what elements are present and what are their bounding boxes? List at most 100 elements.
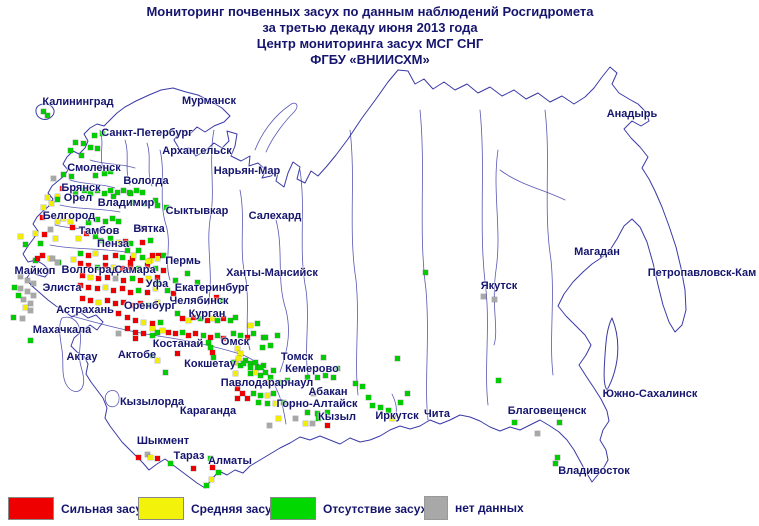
station-dot <box>198 316 203 321</box>
station-dot <box>51 176 56 181</box>
station-dot <box>136 266 141 271</box>
station-dot <box>103 255 108 260</box>
station-dot <box>111 288 116 293</box>
station-dot <box>28 301 33 306</box>
station-dot <box>148 238 153 243</box>
station-dot <box>88 275 93 280</box>
station-dot <box>16 293 21 298</box>
station-dot <box>86 285 91 290</box>
station-dot <box>263 370 268 375</box>
station-dot <box>93 251 98 256</box>
station-dot <box>28 338 33 343</box>
station-dot <box>241 361 246 366</box>
station-dot <box>25 289 30 294</box>
station-dot <box>186 333 191 338</box>
station-dot <box>255 321 260 326</box>
station-dot <box>496 378 501 383</box>
station-dot <box>180 316 185 321</box>
station-dot <box>55 260 60 265</box>
city-label: Кызылорда <box>119 396 185 408</box>
station-dot <box>303 421 308 426</box>
city-label: Волгоград <box>61 264 119 276</box>
station-dot <box>204 483 209 488</box>
station-dot <box>140 190 145 195</box>
station-dot <box>88 298 93 303</box>
station-dot <box>80 273 85 278</box>
station-dot <box>210 465 215 470</box>
region-border <box>49 244 126 253</box>
station-dot <box>156 253 161 258</box>
city-label: Архангельск <box>162 145 232 157</box>
city-label: Тараз <box>173 450 205 462</box>
station-dot <box>78 251 83 256</box>
station-dot <box>116 219 121 224</box>
station-dot <box>128 260 133 265</box>
station-dot <box>370 403 375 408</box>
station-dot <box>55 197 60 202</box>
station-dot <box>133 330 138 335</box>
station-dot <box>125 315 130 320</box>
station-dot <box>145 263 150 268</box>
kaliningrad-enclave <box>35 103 55 120</box>
city-label: Челябинск <box>169 295 229 307</box>
region-border <box>159 149 171 281</box>
station-dot <box>215 318 220 323</box>
region-border <box>207 129 215 306</box>
station-dot <box>256 400 261 405</box>
city-label: Актау <box>66 351 98 363</box>
station-dot <box>248 365 253 370</box>
city-label: Владивосток <box>558 465 630 477</box>
station-dot <box>209 477 214 482</box>
city-label: Сыктывкар <box>165 205 229 217</box>
map-legend: Сильная засуха Средняя засуха Отсутствие… <box>0 494 759 524</box>
region-border <box>239 189 251 351</box>
station-dot <box>276 380 281 385</box>
station-dot <box>216 470 221 475</box>
station-dot <box>127 190 132 195</box>
station-dot <box>61 216 66 221</box>
station-dot <box>113 276 118 281</box>
city-label: Орел <box>63 192 93 204</box>
station-dot <box>171 291 176 296</box>
city-label: Белгород <box>42 210 96 222</box>
region-border <box>299 169 309 376</box>
city-label: Курган <box>188 308 226 320</box>
city-label: Самара <box>114 264 156 276</box>
station-dot <box>131 253 136 258</box>
station-dot <box>423 270 428 275</box>
no-data-swatch <box>424 496 448 520</box>
station-dot <box>168 461 173 466</box>
station-dot <box>111 265 116 270</box>
station-dot <box>145 290 150 295</box>
region-border <box>479 109 489 406</box>
station-dot <box>386 408 391 413</box>
legend-item-medium-drought: Средняя засуха <box>138 497 285 520</box>
station-dot <box>96 276 101 281</box>
city-label: Нарьян-Мар <box>213 165 281 177</box>
station-dot <box>215 333 220 338</box>
station-dot <box>95 286 100 291</box>
city-label: Павлодарарнаул <box>220 377 314 389</box>
station-dot <box>185 271 190 276</box>
station-dot <box>268 375 273 380</box>
station-dot <box>191 466 196 471</box>
station-dot <box>78 283 83 288</box>
station-dot <box>155 300 160 305</box>
station-dot <box>73 140 78 145</box>
region-border <box>59 204 121 213</box>
station-dot <box>148 455 153 460</box>
station-dot <box>71 257 76 262</box>
station-dot <box>205 318 210 323</box>
station-dot <box>76 236 81 241</box>
station-dot <box>243 358 248 363</box>
station-dot <box>121 278 126 283</box>
station-dot <box>86 220 91 225</box>
city-label: Калининград <box>42 96 114 108</box>
station-dot <box>281 400 286 405</box>
station-dot <box>211 355 216 360</box>
city-label: Брянск <box>61 182 101 194</box>
station-dot <box>128 265 133 270</box>
station-dot <box>220 298 225 303</box>
station-dot <box>95 146 100 151</box>
